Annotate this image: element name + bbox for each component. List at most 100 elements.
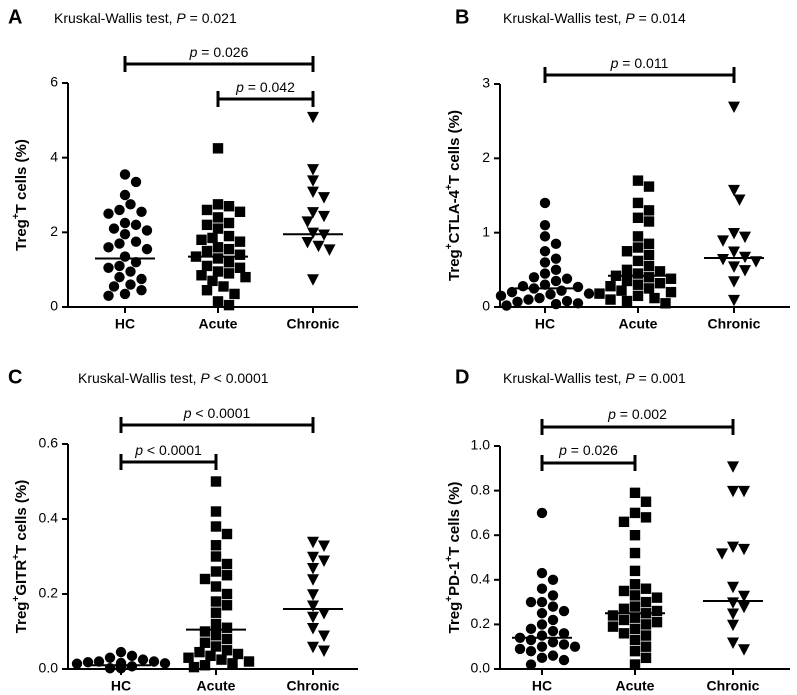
data-point: [307, 574, 319, 586]
data-point: [605, 294, 616, 305]
data-point: [738, 601, 750, 614]
data-point: [210, 596, 222, 607]
data-point: [618, 628, 630, 639]
data-point: [307, 641, 319, 654]
data-point: [629, 579, 641, 590]
test-title: Kruskal-Wallis test, P = 0.021: [54, 10, 237, 26]
data-point: [750, 256, 762, 268]
data-point: [114, 238, 125, 249]
y-tick-label: 0.4: [471, 571, 491, 587]
data-point: [629, 565, 641, 577]
data-point: [643, 238, 655, 250]
data-point: [159, 658, 171, 669]
test-title: Kruskal-Wallis test, P = 0.014: [503, 10, 686, 26]
data-point: [141, 225, 153, 236]
data-point: [93, 656, 105, 667]
data-point: [119, 217, 131, 229]
data-point: [212, 242, 224, 253]
data-point: [569, 641, 581, 652]
data-point: [514, 643, 526, 655]
data-point: [640, 630, 652, 641]
data-point: [194, 646, 205, 658]
data-point: [223, 257, 235, 268]
data-point: [547, 625, 559, 637]
data-point: [558, 605, 570, 617]
data-point: [103, 262, 114, 273]
data-point: [545, 289, 556, 300]
data-point: [108, 223, 120, 234]
data-point: [232, 648, 244, 660]
data-point: [119, 169, 131, 180]
data-point: [536, 608, 548, 619]
y-axis-label: Treg+CTLA-4+T cells (%): [444, 110, 463, 281]
data-point: [223, 230, 235, 242]
data-point: [212, 223, 224, 234]
data-point: [210, 540, 222, 551]
data-point: [495, 290, 507, 302]
data-point: [307, 563, 319, 575]
data-point: [728, 101, 740, 113]
data-point: [221, 633, 233, 645]
data-point: [201, 204, 213, 216]
data-point: [71, 658, 83, 669]
data-point: [82, 657, 94, 668]
data-point: [218, 281, 229, 292]
data-point: [240, 271, 251, 283]
data-point: [640, 496, 652, 507]
data-point: [307, 611, 319, 624]
data-point: [550, 264, 562, 276]
panel-letter: A: [8, 6, 22, 28]
data-point: [318, 540, 330, 552]
data-point: [221, 528, 233, 540]
data-point: [594, 288, 605, 299]
y-tick-label: 0: [50, 298, 58, 314]
data-point: [114, 260, 125, 272]
data-point: [523, 294, 534, 305]
data-point: [727, 619, 739, 632]
data-point: [632, 175, 644, 186]
data-point: [640, 619, 652, 630]
data-point: [125, 279, 136, 290]
data-point: [738, 485, 750, 498]
data-point: [207, 275, 218, 287]
data-point: [136, 273, 147, 285]
data-point: [727, 608, 739, 620]
data-point: [210, 641, 222, 652]
panel-letter: C: [8, 366, 22, 388]
data-point: [201, 219, 213, 231]
data-point: [739, 231, 751, 244]
data-point: [629, 659, 641, 670]
data-point: [212, 253, 224, 264]
data-point: [216, 654, 227, 665]
data-point: [547, 637, 559, 648]
comparison-p-value: p = 0.026: [558, 442, 618, 458]
data-point: [739, 265, 751, 277]
data-point: [307, 175, 319, 187]
panel-c: C Kruskal-Wallis test, P < 0.0001 0.0 0.2 0.…: [8, 366, 358, 694]
data-point: [212, 212, 224, 223]
data-point: [221, 558, 233, 570]
data-point: [196, 270, 207, 281]
comparison-p-value: p = 0.011: [610, 55, 669, 71]
data-point: [727, 485, 739, 498]
data-point: [640, 583, 652, 594]
y-tick-label: 1.0: [471, 437, 491, 453]
data-point: [137, 654, 149, 665]
data-point: [201, 285, 213, 296]
data-point: [221, 600, 233, 611]
x-tick-label: Chronic: [287, 678, 340, 694]
data-point: [126, 661, 138, 672]
data-point: [621, 246, 633, 257]
y-axis-label: Treg+PD-1+T cells (%): [444, 482, 463, 634]
data-point: [229, 288, 240, 300]
data-point: [629, 530, 641, 541]
data-point: [607, 610, 619, 621]
data-point: [621, 264, 633, 276]
data-point: [307, 274, 319, 286]
data-point: [212, 296, 224, 307]
data-point: [199, 660, 211, 671]
data-point: [561, 273, 573, 284]
data-point: [210, 551, 222, 562]
data-point: [632, 197, 644, 209]
data-point: [629, 487, 641, 499]
